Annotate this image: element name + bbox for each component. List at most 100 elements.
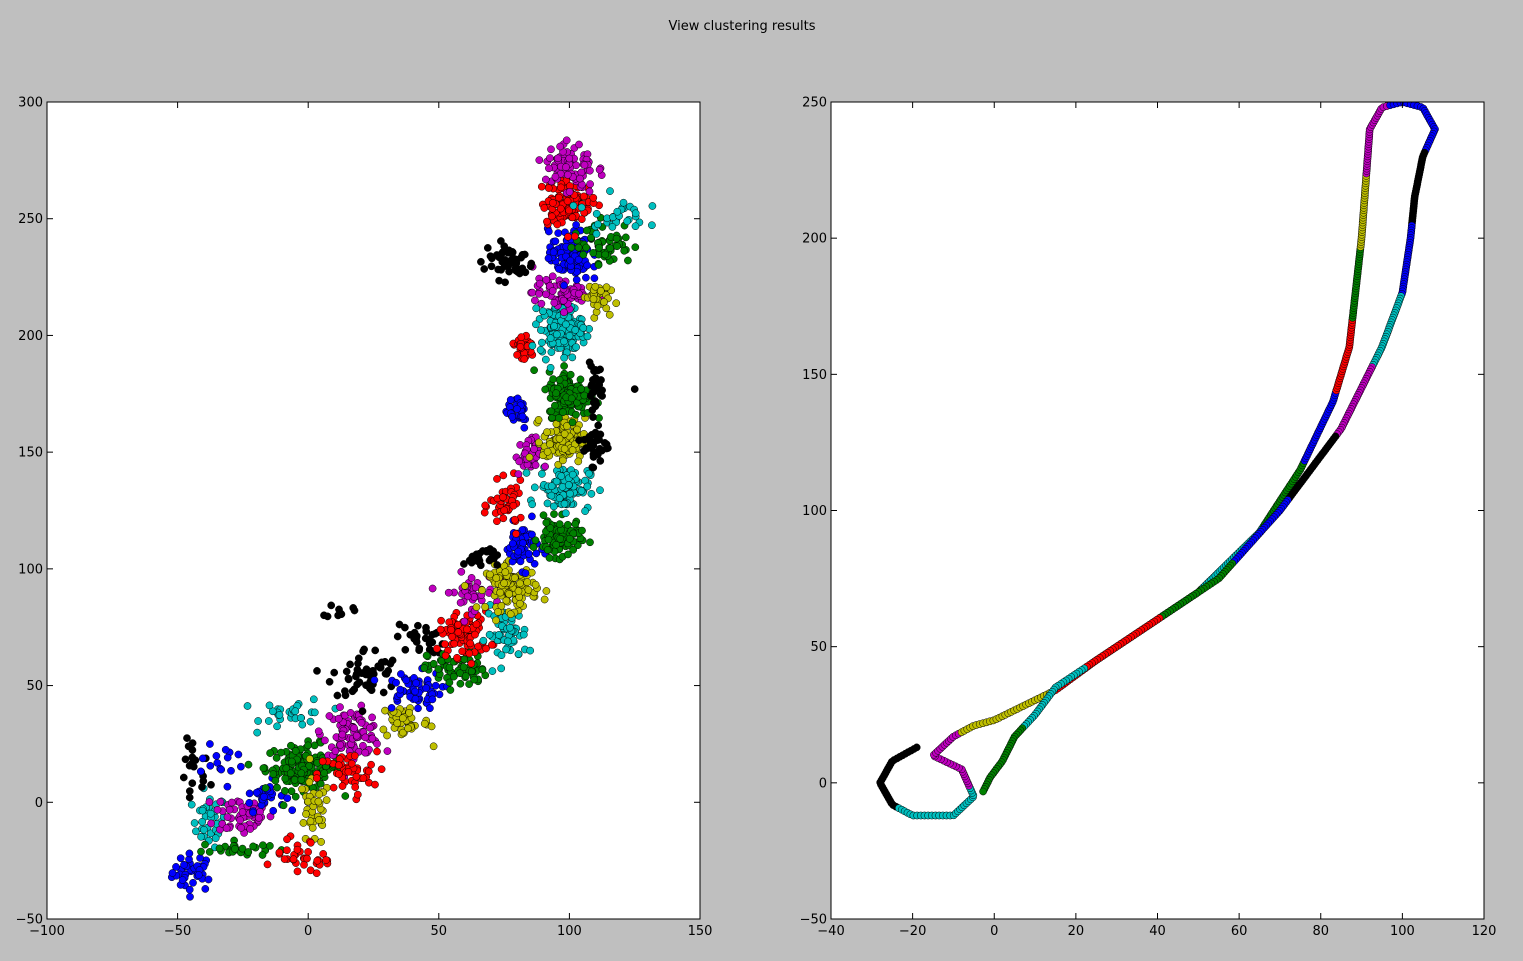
data-point — [261, 784, 270, 792]
data-point — [238, 844, 247, 853]
data-point — [508, 413, 517, 421]
data-point — [344, 767, 353, 776]
data-point — [213, 805, 222, 814]
data-point — [327, 601, 336, 610]
data-point — [485, 630, 494, 639]
x-tick-label: 60 — [1231, 924, 1248, 939]
data-point — [555, 434, 564, 443]
data-point — [352, 670, 361, 679]
data-point — [556, 142, 564, 151]
data-point — [341, 792, 350, 800]
data-point — [306, 717, 315, 726]
data-point — [383, 731, 391, 740]
data-point — [552, 540, 560, 549]
data-point — [479, 636, 488, 645]
data-point — [297, 775, 306, 784]
data-point — [207, 819, 215, 828]
data-point — [414, 704, 422, 713]
data-point — [648, 202, 657, 210]
data-point — [555, 520, 564, 528]
data-point — [502, 596, 511, 605]
data-point — [269, 806, 278, 815]
data-point — [231, 845, 239, 853]
data-point — [531, 461, 540, 469]
data-point — [383, 747, 392, 755]
data-point — [516, 557, 525, 566]
data-point — [612, 234, 621, 243]
data-point — [273, 722, 281, 731]
data-point — [188, 739, 197, 747]
data-point — [359, 741, 367, 750]
data-point — [206, 761, 215, 770]
data-point — [185, 885, 194, 894]
data-point — [223, 813, 232, 821]
data-point — [342, 667, 351, 676]
data-point — [185, 761, 194, 770]
data-point — [453, 653, 461, 662]
data-point — [523, 578, 532, 587]
data-point — [352, 731, 361, 740]
data-point — [564, 550, 572, 559]
data-point — [330, 668, 339, 677]
data-point — [283, 794, 292, 803]
y-tick-label: 100 — [18, 562, 43, 577]
data-point — [621, 233, 630, 242]
data-point — [546, 524, 555, 532]
data-point — [545, 164, 553, 173]
data-point — [572, 343, 580, 351]
data-point — [568, 470, 577, 479]
data-point — [244, 760, 253, 769]
data-point — [600, 439, 609, 447]
data-point — [360, 645, 368, 654]
data-point — [528, 500, 537, 509]
data-point — [352, 772, 361, 781]
data-point — [528, 341, 537, 350]
data-point — [575, 140, 583, 149]
data-point — [259, 841, 267, 850]
data-point — [560, 281, 568, 290]
data-point — [314, 727, 323, 736]
data-point — [297, 714, 305, 722]
data-point — [554, 229, 563, 237]
data-point — [201, 885, 210, 893]
data-point — [594, 261, 603, 269]
data-point — [532, 304, 541, 313]
data-point — [577, 487, 586, 495]
data-point — [172, 863, 180, 871]
data-point — [198, 806, 207, 815]
data-point — [253, 728, 262, 737]
data-point — [349, 604, 358, 612]
y-tick-label: 0 — [819, 776, 827, 791]
data-point — [225, 805, 234, 814]
data-point — [586, 538, 594, 547]
data-point — [344, 675, 353, 684]
data-point — [206, 740, 214, 748]
data-point — [613, 207, 622, 216]
data-point — [185, 793, 194, 802]
data-point — [489, 547, 498, 555]
data-point — [354, 659, 362, 668]
data-point — [482, 644, 490, 653]
data-point — [500, 579, 508, 588]
data-point — [540, 595, 549, 604]
data-point — [277, 748, 285, 757]
data-point — [336, 741, 345, 749]
data-point — [576, 375, 585, 384]
data-point — [188, 779, 197, 788]
data-point — [512, 529, 520, 538]
data-point — [571, 326, 580, 334]
data-point — [314, 797, 323, 806]
x-tick-label: 0 — [304, 924, 312, 939]
data-point — [591, 282, 600, 291]
data-point — [514, 587, 523, 595]
data-point — [279, 801, 288, 810]
data-point — [555, 265, 563, 273]
data-point — [348, 687, 357, 696]
data-point — [481, 501, 490, 510]
data-point — [308, 824, 317, 832]
data-point — [481, 603, 489, 611]
data-point — [586, 166, 594, 175]
data-point — [254, 813, 263, 822]
data-point — [422, 627, 431, 636]
data-point — [275, 711, 284, 719]
